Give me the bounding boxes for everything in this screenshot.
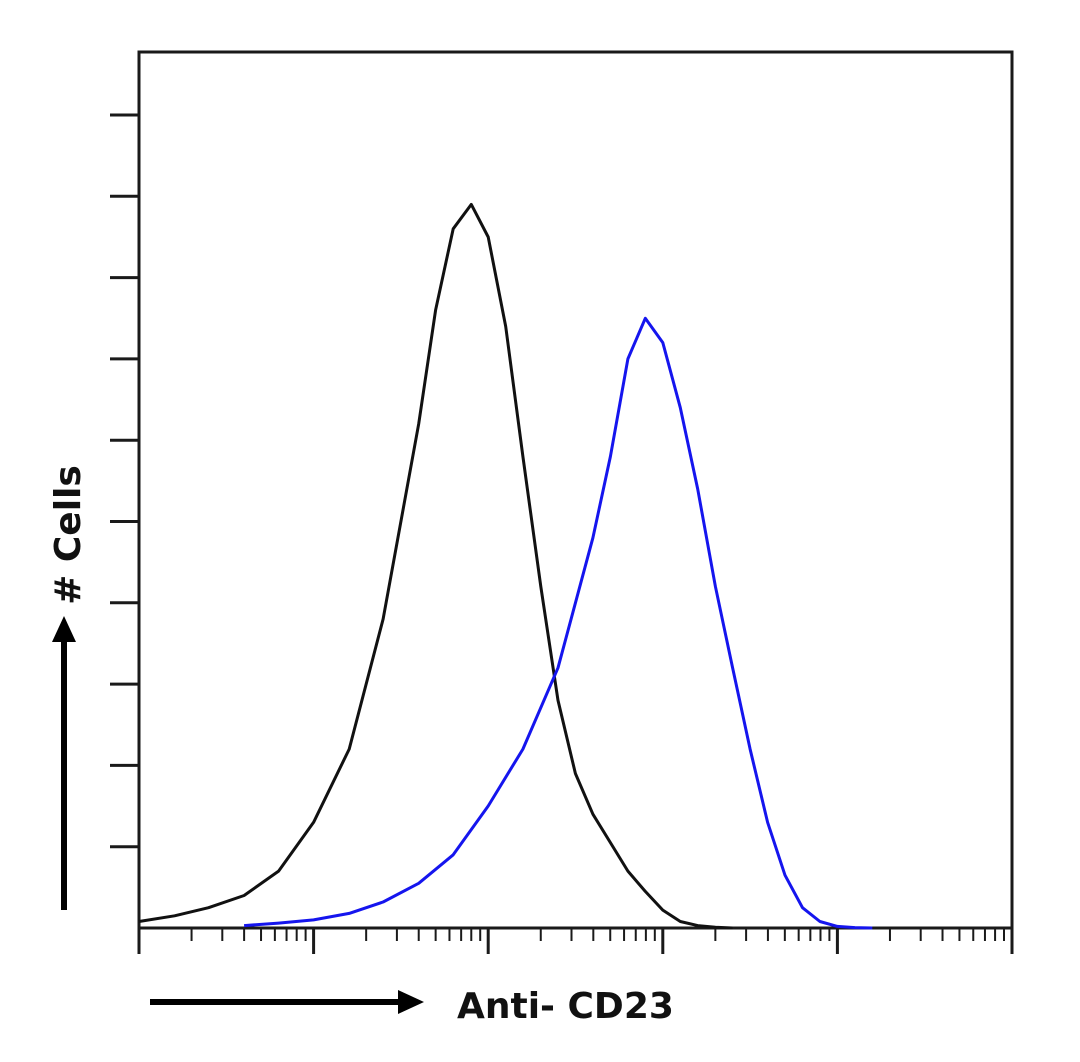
x-axis-arrowhead bbox=[398, 990, 424, 1014]
y-axis-ticks bbox=[110, 113, 139, 849]
series-layer bbox=[138, 202, 873, 930]
series-line-2 bbox=[243, 316, 873, 930]
y-axis-label: # Cells bbox=[48, 465, 89, 605]
x-axis-ticks bbox=[137, 928, 1014, 954]
y-axis-arrowhead bbox=[52, 616, 76, 642]
x-axis-label: Anti- CD23 bbox=[457, 986, 674, 1027]
plot-frame bbox=[137, 50, 1014, 930]
series-line-1 bbox=[138, 202, 733, 930]
